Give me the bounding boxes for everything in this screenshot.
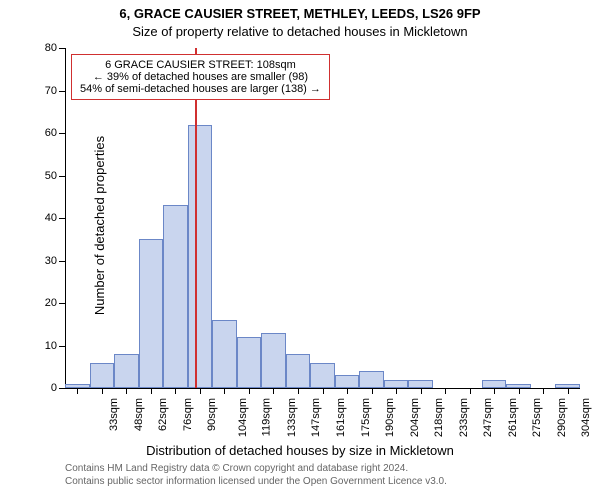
x-tick-label: 204sqm xyxy=(409,398,421,437)
chart-title: 6, GRACE CAUSIER STREET, METHLEY, LEEDS,… xyxy=(0,6,600,21)
histogram-bar xyxy=(286,354,311,388)
x-tick-label: 133sqm xyxy=(286,398,298,437)
x-tick-label: 290sqm xyxy=(556,398,568,437)
attribution-text: Contains HM Land Registry data © Crown c… xyxy=(65,462,447,488)
x-tick-label: 261sqm xyxy=(507,398,519,437)
x-tick-label: 247sqm xyxy=(482,398,494,437)
x-tick-label: 161sqm xyxy=(335,398,347,437)
x-tick-label: 90sqm xyxy=(206,398,218,431)
annotation-line-1: 6 GRACE CAUSIER STREET: 108sqm xyxy=(80,59,321,71)
histogram-bar xyxy=(212,320,237,388)
x-tick-label: 175sqm xyxy=(360,398,372,437)
x-tick-label: 104sqm xyxy=(237,398,249,437)
histogram-bar xyxy=(90,363,115,389)
annotation-line-3: 54% of semi-detached houses are larger (… xyxy=(80,83,321,95)
histogram-bar xyxy=(237,337,262,388)
histogram-bar xyxy=(335,375,360,388)
y-axis-label: Number of detached properties xyxy=(92,136,107,315)
y-tick-label: 50 xyxy=(35,170,57,182)
x-tick-label: 190sqm xyxy=(384,398,396,437)
histogram-bar xyxy=(114,354,139,388)
histogram-bar xyxy=(188,125,213,389)
y-tick-label: 80 xyxy=(35,42,57,54)
y-tick-label: 0 xyxy=(35,382,57,394)
y-tick-label: 40 xyxy=(35,212,57,224)
histogram-bar xyxy=(482,380,507,389)
x-tick-label: 76sqm xyxy=(182,398,194,431)
x-tick-label: 275sqm xyxy=(531,398,543,437)
y-tick-label: 20 xyxy=(35,297,57,309)
x-tick-label: 233sqm xyxy=(458,398,470,437)
attribution-line-1: Contains HM Land Registry data © Crown c… xyxy=(65,462,447,475)
histogram-bar xyxy=(310,363,335,389)
histogram-bar xyxy=(163,205,188,388)
y-tick-label: 10 xyxy=(35,340,57,352)
x-tick-label: 48sqm xyxy=(133,398,145,431)
attribution-line-2: Contains public sector information licen… xyxy=(65,475,447,488)
histogram-bar xyxy=(139,239,164,388)
annotation-line-2: ← 39% of detached houses are smaller (98… xyxy=(80,71,321,83)
y-tick-label: 60 xyxy=(35,127,57,139)
histogram-bar xyxy=(384,380,409,389)
annotation-box: 6 GRACE CAUSIER STREET: 108sqm ← 39% of … xyxy=(71,54,330,100)
histogram-bar xyxy=(408,380,433,389)
x-tick-label: 147sqm xyxy=(311,398,323,437)
x-tick-label: 304sqm xyxy=(580,398,592,437)
x-tick-label: 119sqm xyxy=(261,398,273,436)
chart-container: 6, GRACE CAUSIER STREET, METHLEY, LEEDS,… xyxy=(0,0,600,500)
histogram-bar xyxy=(261,333,286,388)
chart-subtitle: Size of property relative to detached ho… xyxy=(0,24,600,39)
y-tick-label: 30 xyxy=(35,255,57,267)
x-tick-label: 33sqm xyxy=(108,398,120,431)
x-tick-label: 62sqm xyxy=(157,398,169,431)
x-tick-label: 218sqm xyxy=(433,398,445,437)
histogram-bar xyxy=(359,371,384,388)
x-axis-label: Distribution of detached houses by size … xyxy=(0,443,600,458)
y-tick-label: 70 xyxy=(35,85,57,97)
